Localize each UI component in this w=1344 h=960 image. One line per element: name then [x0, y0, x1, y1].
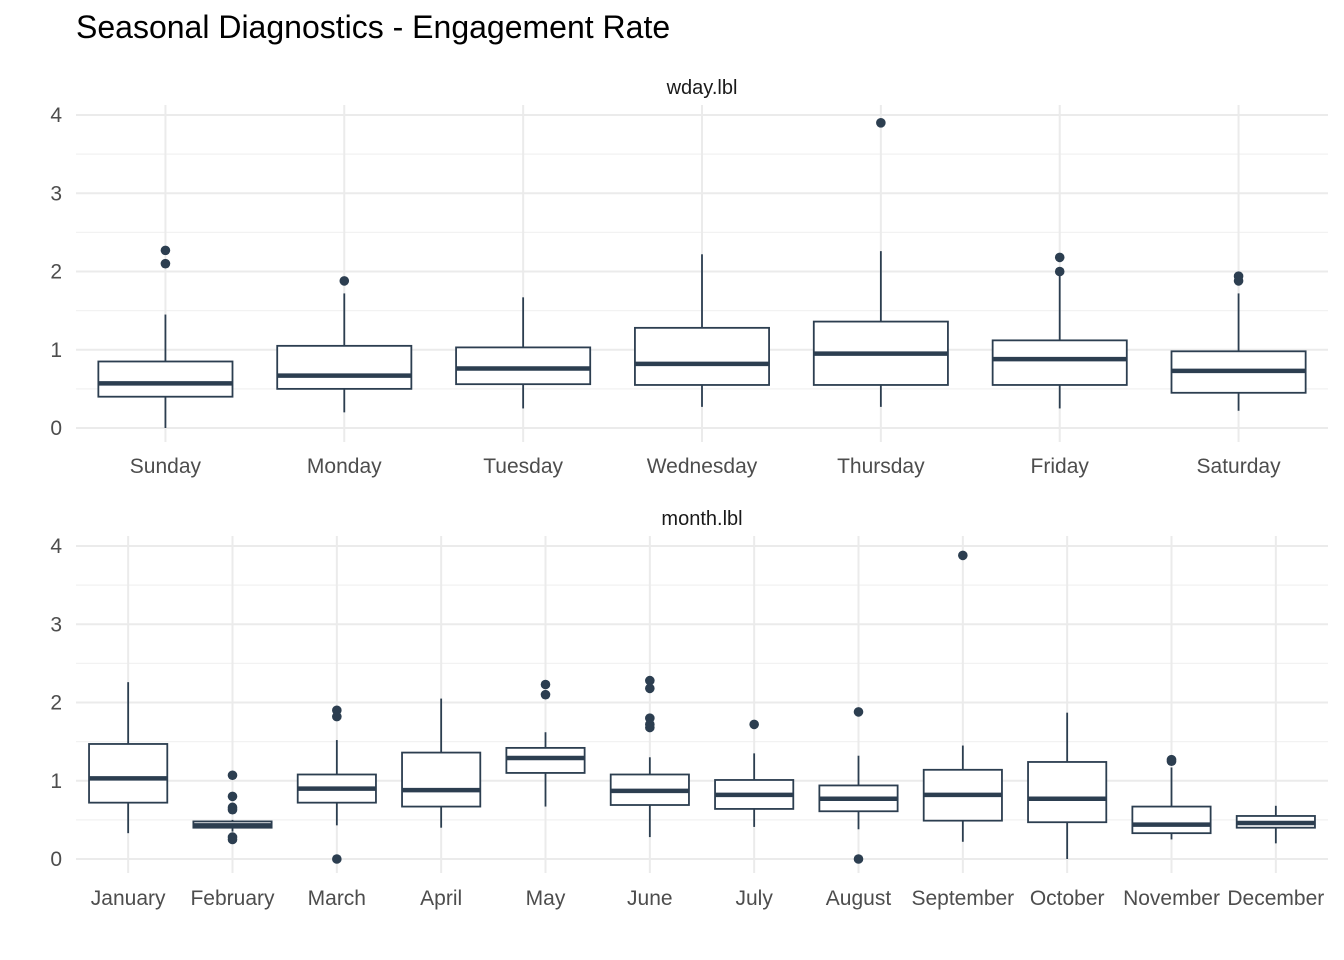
boxplot-april [401, 698, 482, 828]
outlier-point [1054, 252, 1065, 263]
y-tick-label: 4 [50, 104, 62, 127]
boxplot-july [714, 719, 795, 827]
facet-strip-label: month.lbl [661, 508, 742, 530]
boxplot-november [1131, 754, 1212, 840]
x-tick-label: July [735, 887, 773, 910]
outlier-point [540, 689, 551, 700]
box-iqr [401, 751, 482, 808]
x-tick-label: February [190, 887, 275, 910]
x-tick-label: November [1123, 887, 1220, 910]
y-tick-label: 2 [50, 692, 62, 715]
x-tick-label: March [308, 887, 366, 910]
outlier-point [332, 854, 342, 864]
outlier-point [876, 118, 886, 128]
y-tick-label: 3 [50, 613, 62, 636]
box-iqr [276, 344, 413, 390]
boxplot-monday [276, 276, 413, 413]
outlier-point [853, 854, 864, 864]
outlier-point [1166, 754, 1177, 765]
outlier-point [1054, 266, 1065, 277]
outlier-point [332, 705, 342, 716]
x-tick-label: Thursday [837, 455, 925, 478]
boxplot-may [505, 679, 586, 807]
panel-wday: 0 1 2 3 4 wday.lbl Sunday Monday Tuesday Wednesda… [50, 77, 1328, 478]
x-tick-label: January [91, 887, 166, 910]
box-iqr [88, 743, 169, 804]
outlier-point [540, 679, 551, 690]
boxplot-august [818, 707, 899, 864]
box-iqr [634, 326, 770, 386]
outlier-point [227, 832, 238, 842]
x-tick-label: August [826, 887, 892, 910]
y-tick-label: 4 [50, 535, 62, 558]
y-tick-label: 2 [50, 261, 62, 284]
y-tick-label: 1 [50, 770, 62, 793]
boxplot-january [88, 682, 169, 834]
x-tick-label: Friday [1031, 455, 1090, 478]
x-tick-label: Saturday [1197, 455, 1282, 478]
boxplot-saturday [1170, 271, 1307, 411]
y-tick-label: 0 [50, 848, 62, 871]
outlier-point [1233, 271, 1244, 281]
box-iqr [1131, 805, 1212, 835]
y-tick-label: 3 [50, 182, 62, 205]
boxplot-june [609, 675, 690, 838]
box-iqr [97, 360, 234, 398]
boxplot-march [296, 705, 377, 864]
boxplot-friday [991, 252, 1128, 409]
y-tick-label: 0 [50, 417, 62, 440]
x-tick-label: April [420, 887, 462, 910]
boxplot-february [192, 770, 273, 845]
outlier-point [339, 276, 350, 286]
boxplot-tuesday [455, 297, 592, 409]
box-iqr [1027, 761, 1108, 824]
outlier-point [227, 802, 238, 813]
outlier-point [160, 245, 171, 256]
x-tick-label: Sunday [130, 455, 202, 478]
x-tick-label: Monday [307, 455, 382, 478]
y-tick-label: 1 [50, 339, 62, 362]
boxplot-wednesday [634, 254, 770, 407]
x-tick-label: June [627, 887, 673, 910]
box-iqr [505, 746, 586, 774]
outlier-point [749, 719, 759, 730]
boxplot-december [1235, 805, 1316, 844]
boxplot-september [922, 550, 1003, 842]
outlier-point [227, 770, 238, 781]
outlier-point [645, 713, 655, 723]
outlier-point [227, 791, 238, 802]
boxplot-october [1027, 712, 1108, 859]
box-iqr [455, 346, 592, 386]
outlier-point [958, 550, 968, 561]
x-tick-label: May [526, 887, 566, 910]
outlier-point [160, 258, 171, 269]
boxplot-sunday [97, 245, 234, 428]
boxplot-thursday [812, 118, 949, 407]
facet-strip-label: wday.lbl [666, 77, 738, 99]
x-tick-label: December [1227, 887, 1324, 910]
x-tick-label: Tuesday [483, 455, 563, 478]
outlier-point [853, 707, 864, 717]
chart-title: Seasonal Diagnostics - Engagement Rate [76, 9, 671, 45]
outlier-point [645, 675, 655, 686]
outlier-point [645, 683, 655, 694]
x-tick-label: September [911, 887, 1014, 910]
box-iqr [991, 339, 1128, 386]
panel-month: 0 1 2 3 4 month.lbl January February March April M… [50, 508, 1328, 910]
x-tick-label: Wednesday [647, 455, 758, 478]
x-tick-label: October [1030, 887, 1105, 910]
